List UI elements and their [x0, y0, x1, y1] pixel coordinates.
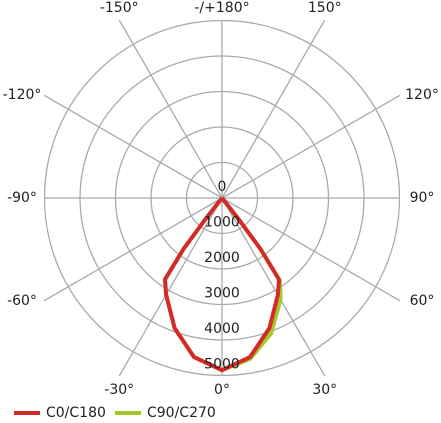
grid-spoke [44, 94, 223, 199]
angle-tick-label: -120° [3, 87, 42, 103]
r-tick-label: 1000 [204, 215, 240, 231]
angle-tick-label: -150° [100, 0, 139, 16]
grid-spoke [44, 197, 223, 302]
r-tick-label: 4000 [204, 321, 240, 337]
grid [44, 20, 400, 376]
labels: 0 1000 2000 3000 4000 5000 -150° -/+180° 150° -12… [3, 0, 439, 398]
r-tick-label: 3000 [204, 286, 240, 302]
intensity-curve [163, 196, 281, 373]
r-tick-label: 2000 [204, 250, 240, 266]
grid-spoke [221, 94, 400, 199]
legend-label: C0/C180 [46, 405, 106, 421]
curves [163, 196, 283, 373]
angle-tick-label: -30° [104, 382, 134, 398]
r-tick-label: 5000 [204, 357, 240, 373]
grid-spoke [221, 197, 326, 376]
angle-tick-label: 60° [410, 293, 435, 309]
r-tick-label: 0 [218, 179, 227, 195]
angle-tick-label: 30° [312, 382, 337, 398]
grid-spoke [118, 20, 223, 199]
angle-tick-label: -/+180° [194, 0, 249, 16]
angle-tick-label: -90° [7, 190, 37, 206]
legend-label: C90/C270 [147, 405, 216, 421]
grid-spoke [221, 20, 326, 199]
angle-tick-label: 150° [308, 0, 342, 16]
angle-tick-label: 0° [214, 382, 230, 398]
angle-tick-label: -60° [7, 293, 37, 309]
legend: C0/C180 C90/C270 [14, 405, 216, 421]
grid-spoke [221, 197, 400, 302]
angle-tick-label: 90° [410, 190, 435, 206]
grid-spoke [118, 197, 223, 376]
angle-tick-label: 120° [405, 87, 439, 103]
